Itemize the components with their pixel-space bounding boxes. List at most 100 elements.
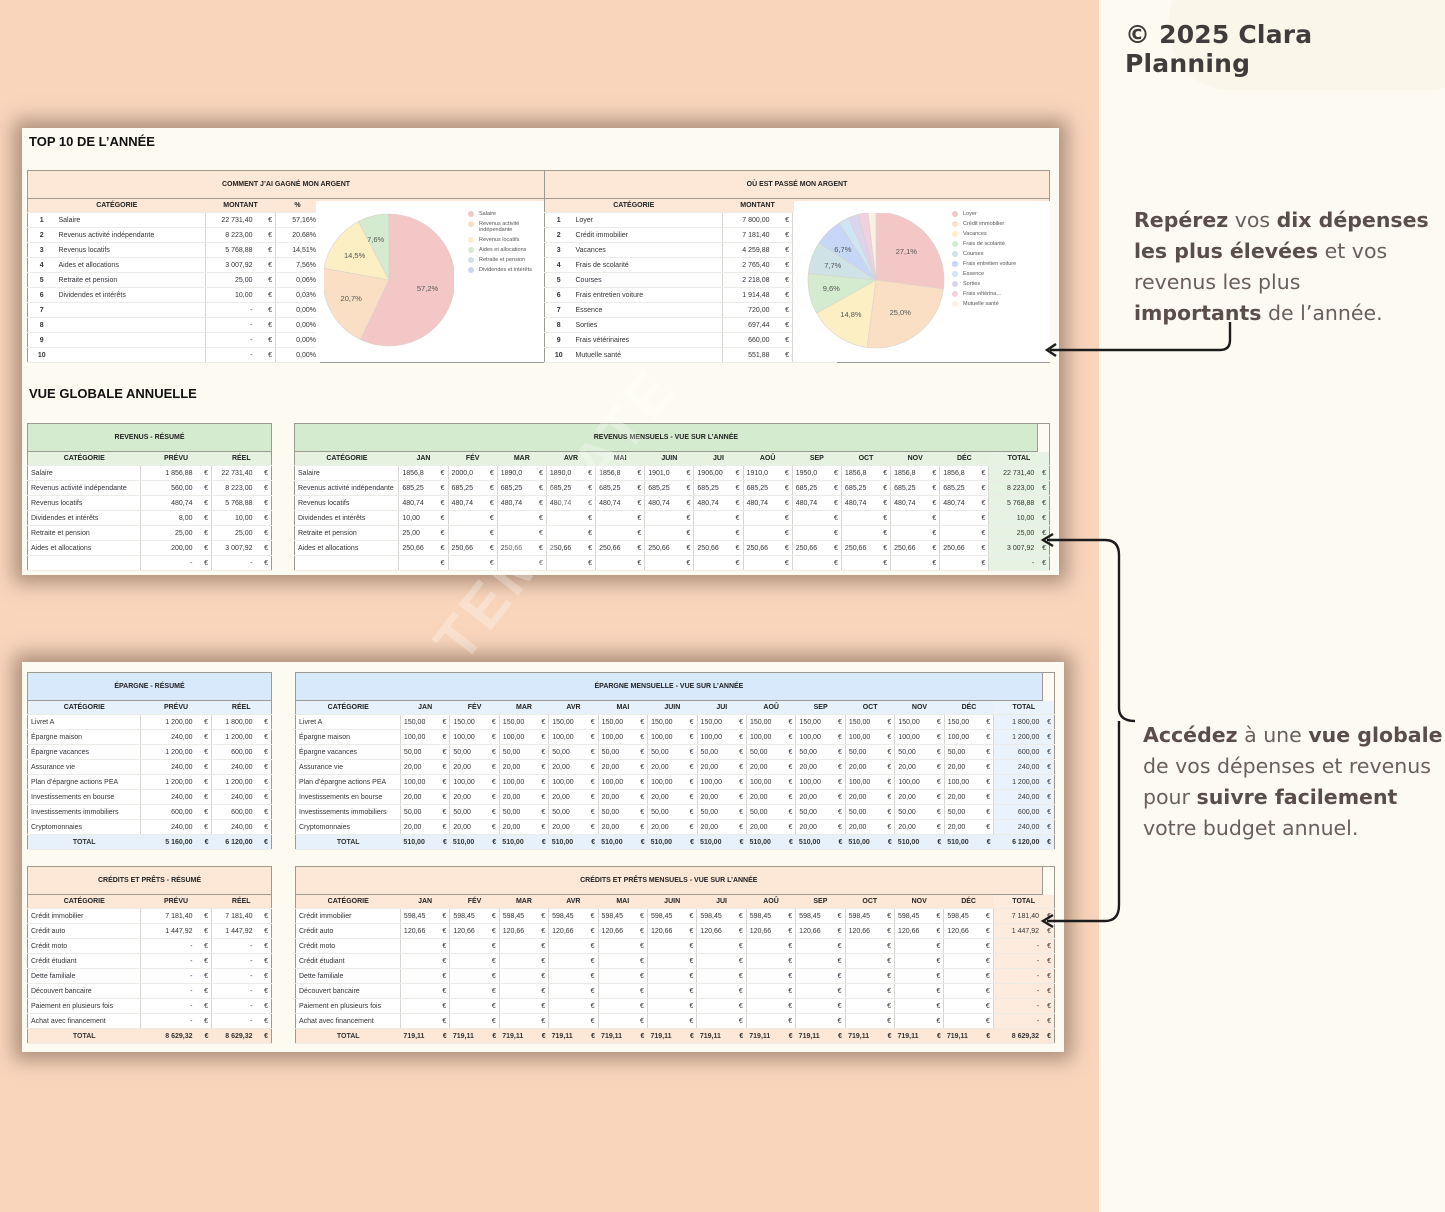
currency-cell[interactable]: € xyxy=(255,834,272,850)
currency-cell[interactable]: € xyxy=(772,227,793,243)
currency-cell[interactable]: € xyxy=(633,1028,648,1044)
currency-cell[interactable]: € xyxy=(880,714,896,730)
month-value-cell[interactable]: 20,00 xyxy=(449,759,486,775)
rank[interactable]: 7 xyxy=(544,302,573,318)
month-value-cell[interactable] xyxy=(595,555,631,571)
currency-cell[interactable]: € xyxy=(255,555,272,571)
month-total-cell[interactable]: 510,00 xyxy=(894,834,931,850)
month-value-cell[interactable]: 20,00 xyxy=(944,789,980,805)
category-cell[interactable]: Crédit moto xyxy=(27,938,141,954)
month-value-cell[interactable]: 20,00 xyxy=(400,759,436,775)
month-value-cell[interactable] xyxy=(795,938,831,954)
currency-cell[interactable]: € xyxy=(679,480,695,496)
currency-cell[interactable]: € xyxy=(583,998,599,1014)
month-value-cell[interactable] xyxy=(598,938,634,954)
month-value-cell[interactable]: 50,00 xyxy=(598,744,634,760)
month-total-cell[interactable]: 510,00 xyxy=(795,834,832,850)
currency-cell[interactable]: € xyxy=(831,729,846,745)
percent-cell[interactable]: 0,00% xyxy=(275,302,320,318)
month-value-cell[interactable] xyxy=(746,968,782,984)
month-value-cell[interactable] xyxy=(647,938,683,954)
actual-cell[interactable]: 240,00 xyxy=(211,759,256,775)
month-value-cell[interactable] xyxy=(795,953,831,969)
month-value-cell[interactable] xyxy=(743,555,779,571)
month-total-cell[interactable]: 719,11 xyxy=(449,1028,486,1044)
currency-cell[interactable]: € xyxy=(583,923,599,939)
currency-cell[interactable]: € xyxy=(778,540,793,556)
currency-cell[interactable]: € xyxy=(583,953,599,969)
currency-cell[interactable]: € xyxy=(781,953,797,969)
month-value-cell[interactable]: 100,00 xyxy=(894,774,931,790)
actual-cell[interactable]: - xyxy=(211,953,256,969)
month-value-cell[interactable] xyxy=(746,983,782,999)
actual-cell[interactable]: 1 800,00 xyxy=(211,714,256,730)
currency-cell[interactable]: € xyxy=(830,953,846,969)
row-total-cell[interactable]: 22 731,40 xyxy=(988,465,1038,481)
currency-cell[interactable]: € xyxy=(255,212,276,228)
month-total-cell[interactable]: 719,11 xyxy=(499,1028,535,1044)
month-value-cell[interactable]: 1856,8 xyxy=(398,465,434,481)
category-cell[interactable]: Revenus activité indépendante xyxy=(294,480,400,496)
currency-cell[interactable]: € xyxy=(827,525,842,541)
month-value-cell[interactable]: 150,00 xyxy=(449,714,486,730)
month-value-cell[interactable]: 25,00 xyxy=(398,525,434,541)
month-value-cell[interactable]: 50,00 xyxy=(548,744,585,760)
month-value-cell[interactable]: 100,00 xyxy=(400,729,436,745)
currency-cell[interactable]: € xyxy=(1037,555,1050,571)
currency-cell[interactable]: € xyxy=(830,983,846,999)
currency-cell[interactable]: € xyxy=(979,983,994,999)
total-planned[interactable]: 8 629,32 xyxy=(140,1028,196,1044)
planned-cell[interactable]: - xyxy=(140,998,196,1014)
currency-cell[interactable]: € xyxy=(880,908,895,924)
currency-cell[interactable]: € xyxy=(633,983,648,999)
category-cell[interactable]: Revenus locatifs xyxy=(55,242,206,258)
month-value-cell[interactable]: 250,66 xyxy=(546,540,582,556)
month-value-cell[interactable]: 20,00 xyxy=(845,759,881,775)
currency-cell[interactable]: € xyxy=(581,525,597,541)
currency-cell[interactable]: € xyxy=(732,819,747,835)
currency-cell[interactable]: € xyxy=(830,1013,846,1029)
currency-cell[interactable]: € xyxy=(729,465,744,481)
month-value-cell[interactable]: 150,00 xyxy=(746,714,782,730)
percent-cell[interactable]: 14,51% xyxy=(275,242,320,258)
legend-item[interactable]: Sorties xyxy=(952,281,1042,287)
planned-cell[interactable]: - xyxy=(140,983,196,999)
month-value-cell[interactable]: 685,25 xyxy=(595,480,631,496)
month-value-cell[interactable] xyxy=(792,555,828,571)
month-total-cell[interactable]: 719,11 xyxy=(943,1028,980,1044)
currency-cell[interactable]: € xyxy=(195,938,212,954)
month-value-cell[interactable] xyxy=(595,525,631,541)
category-cell[interactable]: Essence xyxy=(572,302,723,318)
currency-cell[interactable]: € xyxy=(732,789,747,805)
month-total-cell[interactable]: 719,11 xyxy=(598,1028,634,1044)
currency-cell[interactable]: € xyxy=(434,510,449,526)
month-value-cell[interactable]: 50,00 xyxy=(499,804,535,820)
currency-cell[interactable]: € xyxy=(255,953,272,969)
currency-cell[interactable]: € xyxy=(195,495,212,511)
planned-cell[interactable]: - xyxy=(140,1013,196,1029)
category-cell[interactable]: Épargne maison xyxy=(295,729,401,745)
currency-cell[interactable]: € xyxy=(195,510,212,526)
month-value-cell[interactable] xyxy=(546,555,582,571)
month-value-cell[interactable]: 250,66 xyxy=(792,540,828,556)
currency-cell[interactable]: € xyxy=(1042,1028,1055,1044)
currency-cell[interactable]: € xyxy=(633,968,648,984)
currency-cell[interactable]: € xyxy=(827,495,842,511)
month-value-cell[interactable] xyxy=(845,983,881,999)
month-value-cell[interactable]: 20,00 xyxy=(845,789,881,805)
currency-cell[interactable]: € xyxy=(584,774,599,790)
month-value-cell[interactable]: 598,45 xyxy=(746,908,782,924)
category-cell[interactable]: Plan d’épargne actions PEA xyxy=(295,774,401,790)
month-value-cell[interactable]: 598,45 xyxy=(894,908,930,924)
currency-cell[interactable]: € xyxy=(732,938,747,954)
currency-cell[interactable]: € xyxy=(583,968,599,984)
month-value-cell[interactable]: 50,00 xyxy=(400,804,436,820)
currency-cell[interactable]: € xyxy=(435,923,451,939)
rank[interactable]: 10 xyxy=(27,347,56,363)
month-value-cell[interactable]: 250,66 xyxy=(595,540,631,556)
currency-cell[interactable]: € xyxy=(581,510,597,526)
currency-cell[interactable]: € xyxy=(534,953,550,969)
currency-cell[interactable]: € xyxy=(1042,714,1055,730)
currency-cell[interactable]: € xyxy=(876,510,892,526)
month-value-cell[interactable]: 20,00 xyxy=(400,789,436,805)
